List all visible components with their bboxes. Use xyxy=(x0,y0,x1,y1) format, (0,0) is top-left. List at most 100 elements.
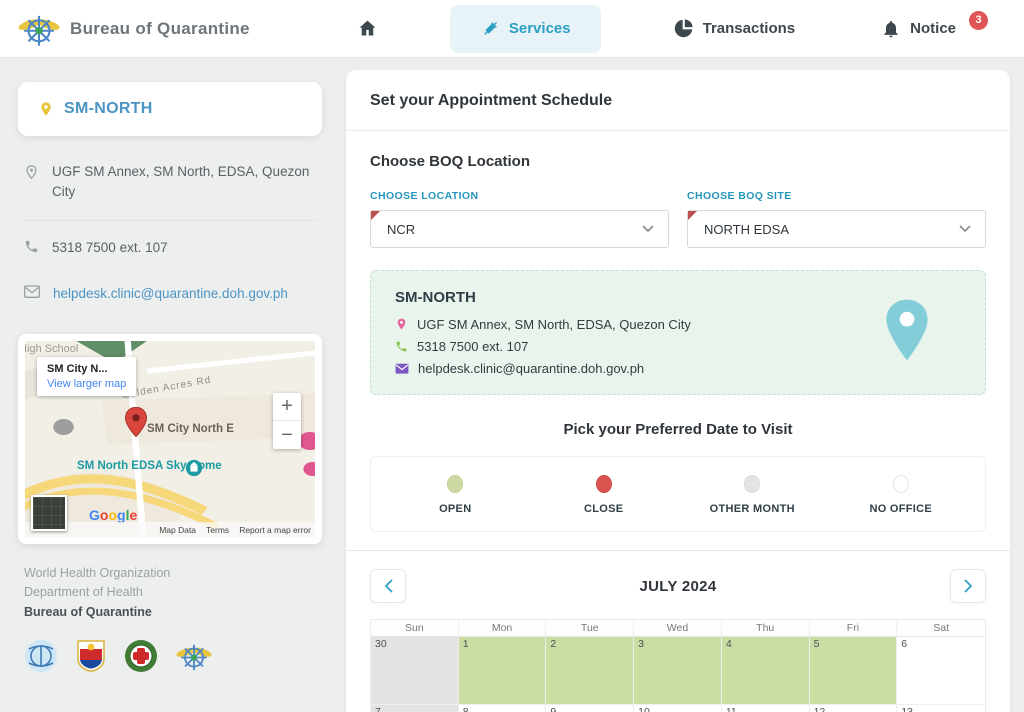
nav-home[interactable] xyxy=(343,8,392,49)
brand[interactable]: Bureau of Quarantine xyxy=(18,8,250,50)
notice-count-badge: 3 xyxy=(969,10,988,30)
location-select[interactable]: NCR xyxy=(370,210,669,248)
next-month-button[interactable] xyxy=(950,569,986,603)
site-info-email: helpdesk.clinic@quarantine.doh.gov.ph xyxy=(395,361,691,376)
sidebar-phone-text: 5318 7500 ext. 107 xyxy=(52,239,168,255)
map-marker-label: SM City North E xyxy=(147,423,234,435)
google-logo[interactable]: Google xyxy=(89,507,138,523)
calendar-cell[interactable]: 5 xyxy=(809,637,898,705)
chevron-left-icon xyxy=(384,579,393,593)
site-field-label: CHOOSE BOQ SITE xyxy=(687,190,792,202)
calendar-cell: 30 xyxy=(371,637,459,705)
sidebar: SM-NORTH UGF SM Annex, SM North, EDSA, Q… xyxy=(0,58,340,712)
calendar-day-header: Fri xyxy=(809,620,898,637)
calendar-cell: 11 xyxy=(721,705,810,712)
legend-item: OTHER MONTH xyxy=(678,475,827,515)
map-zoom-control: + − xyxy=(273,393,301,449)
required-marker xyxy=(688,211,697,220)
selected-location-card[interactable]: SM-NORTH xyxy=(18,82,322,136)
nav-transactions-label: Transactions xyxy=(702,20,796,37)
nav-notice[interactable]: Notice 3 xyxy=(867,9,988,49)
calendar-cell: 12 xyxy=(809,705,898,712)
sidebar-email: helpdesk.clinic@quarantine.doh.gov.ph xyxy=(18,284,322,304)
nav-services-label: Services xyxy=(508,20,571,37)
main-nav: Services Transactions Notice 3 xyxy=(343,4,1006,53)
legend-label: OPEN xyxy=(439,503,472,515)
map-terrain xyxy=(25,341,315,537)
sidebar-address: UGF SM Annex, SM North, EDSA, Quezon Cit… xyxy=(18,162,322,203)
map-report-error-link[interactable]: Report a map error xyxy=(239,524,311,535)
who-logo-icon xyxy=(25,640,57,673)
site-info-address: UGF SM Annex, SM North, EDSA, Quezon Cit… xyxy=(395,316,691,332)
map-poi-text: SM North EDSA Sky Dome xyxy=(77,460,222,472)
calendar-cell: 7 xyxy=(371,705,459,712)
main-area: Set your Appointment Schedule Choose BOQ… xyxy=(340,58,1024,712)
map-marker-icon[interactable] xyxy=(125,407,147,437)
chevron-right-icon xyxy=(963,579,972,593)
pin-icon xyxy=(26,165,37,180)
divider xyxy=(346,550,1010,551)
teal-pin-icon xyxy=(886,299,928,361)
map-area-label: High School xyxy=(25,343,79,355)
org-lines: World Health Organization Department of … xyxy=(18,564,322,622)
ph-flag-shield-icon xyxy=(77,640,105,672)
map-zoom-in-button[interactable]: + xyxy=(273,393,301,421)
prev-month-button[interactable] xyxy=(370,569,406,603)
site-info-address-text: UGF SM Annex, SM North, EDSA, Quezon Cit… xyxy=(417,316,691,332)
map-data-link[interactable]: Map Data xyxy=(159,524,197,535)
map-terms-link[interactable]: Terms xyxy=(206,524,230,535)
legend-label: CLOSE xyxy=(584,503,624,515)
org-line-doh: Department of Health xyxy=(24,585,143,600)
calendar-cell[interactable]: 3 xyxy=(634,637,722,705)
site-card-pin xyxy=(881,297,961,368)
divider xyxy=(346,130,1010,131)
site-info-name: SM-NORTH xyxy=(395,289,476,306)
calendar-cell[interactable]: 4 xyxy=(721,637,810,705)
appointment-card: Set your Appointment Schedule Choose BOQ… xyxy=(346,70,1010,712)
top-navbar: Bureau of Quarantine Services xyxy=(0,0,1024,58)
nav-services[interactable]: Services xyxy=(449,4,601,53)
calendar-nav: JULY 2024 xyxy=(370,569,986,603)
selected-location-name: SM-NORTH xyxy=(64,100,153,117)
calendar-cell: 6 xyxy=(897,637,985,705)
legend-item: CLOSE xyxy=(530,475,679,515)
map-poi-icon xyxy=(185,459,203,477)
site-info-phone-text: 5318 7500 ext. 107 xyxy=(417,339,529,354)
google-map-embed[interactable]: High School Golden Acres Rd SM City N...… xyxy=(25,341,315,537)
sidebar-email-link[interactable]: helpdesk.clinic@quarantine.doh.gov.ph xyxy=(53,285,288,301)
envelope-icon xyxy=(24,285,40,298)
nav-transactions[interactable]: Transactions xyxy=(659,8,810,49)
pink-pin-icon xyxy=(397,318,406,330)
calendar-cell: 9 xyxy=(546,705,635,712)
calendar-day-header: Tue xyxy=(546,620,635,637)
calendar-day-header: Wed xyxy=(634,620,722,637)
green-phone-icon xyxy=(396,341,407,352)
view-larger-map-link[interactable]: View larger map xyxy=(47,378,127,390)
legend-item: NO OFFICE xyxy=(827,475,976,515)
satellite-view-thumbnail[interactable] xyxy=(31,495,67,531)
map-zoom-out-button[interactable]: − xyxy=(281,423,293,446)
legend-label: OTHER MONTH xyxy=(709,503,795,515)
phone-icon xyxy=(25,240,38,252)
calendar-grid: Sun Mon Tue Wed Thu Fri Sat 30 1 2 3 4 5 6 7 8 9 10 11 12 13 xyxy=(370,619,986,712)
brand-name: Bureau of Quarantine xyxy=(70,18,250,38)
site-info-phone: 5318 7500 ext. 107 xyxy=(395,339,691,354)
calendar-cell[interactable]: 2 xyxy=(546,637,635,705)
calendar-cell: 10 xyxy=(634,705,722,712)
nav-notice-label: Notice xyxy=(910,20,956,37)
org-line-boq: Bureau of Quarantine xyxy=(24,604,152,619)
org-line-who: World Health Organization xyxy=(24,566,171,580)
legend-label: NO OFFICE xyxy=(869,503,933,515)
sidebar-phone: 5318 7500 ext. 107 xyxy=(18,238,322,258)
site-select[interactable]: NORTH EDSA xyxy=(687,210,986,248)
site-field: CHOOSE BOQ SITE NORTH EDSA xyxy=(687,190,986,248)
calendar-cell[interactable]: 1 xyxy=(458,637,547,705)
map-attribution: Map Data Terms Report a map error xyxy=(25,522,315,537)
pie-chart-icon xyxy=(674,19,693,38)
location-field-label: CHOOSE LOCATION xyxy=(370,190,479,202)
required-marker xyxy=(371,211,380,220)
calendar-day-header: Sat xyxy=(897,620,985,637)
syringe-icon xyxy=(484,21,497,35)
choose-location-heading: Choose BOQ Location xyxy=(370,153,531,170)
page-title: Set your Appointment Schedule xyxy=(370,92,613,109)
